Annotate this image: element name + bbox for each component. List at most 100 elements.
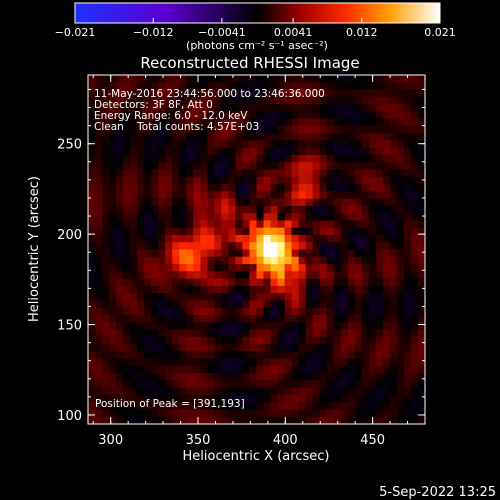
heatmap-cell [116, 191, 124, 200]
heatmap-cell [277, 373, 286, 381]
heatmap-cell [130, 227, 138, 236]
heatmap-cell [340, 351, 349, 360]
heatmap-cell [354, 162, 363, 171]
heatmap-cell [123, 140, 131, 149]
heatmap-cell [340, 285, 349, 294]
heatmap-cell [263, 373, 272, 381]
heatmap-cell [354, 278, 363, 287]
heatmap-cell [389, 96, 398, 105]
heatmap-cell [340, 191, 349, 200]
heatmap-cell [242, 169, 251, 178]
heatmap-cell [130, 89, 138, 98]
heatmap-cell [172, 191, 180, 200]
heatmap-cell [130, 191, 138, 200]
colorbar-tick-label: 0.012 [346, 26, 378, 39]
heatmap-cell [403, 300, 412, 309]
heatmap-cell [410, 329, 419, 338]
heatmap-cell [214, 300, 222, 309]
heatmap-cell [291, 329, 300, 338]
heatmap-cell [382, 133, 391, 142]
heatmap-cell [368, 358, 377, 367]
heatmap-cell [123, 169, 131, 178]
heatmap-cell [179, 205, 187, 214]
heatmap-cell [228, 336, 237, 345]
heatmap-cell [368, 118, 377, 127]
y-tick-label: 200 [57, 228, 82, 243]
heatmap-cell [305, 234, 314, 243]
heatmap-cell [312, 154, 321, 163]
heatmap-cell [214, 104, 222, 112]
heatmap-cell [116, 416, 124, 425]
heatmap-cell [319, 249, 328, 258]
heatmap-cell [235, 278, 244, 287]
heatmap-cell [158, 307, 166, 316]
heatmap-cell [319, 75, 328, 83]
heatmap-cell [340, 118, 349, 127]
heatmap-cell [242, 271, 251, 280]
heatmap-cell [242, 394, 251, 403]
heatmap-cell [249, 329, 258, 338]
heatmap-cell [382, 96, 391, 105]
heatmap-cell [207, 293, 215, 301]
heatmap-cell [298, 256, 307, 265]
heatmap-cell [256, 125, 265, 134]
heatmap-cell [165, 300, 173, 309]
heatmap-cell [144, 96, 152, 105]
heatmap-cell [249, 271, 258, 280]
heatmap-cell [151, 409, 159, 418]
heatmap-cell [417, 322, 426, 331]
heatmap-cell [102, 249, 110, 258]
heatmap-cell [95, 162, 103, 171]
heatmap-cell [263, 249, 272, 258]
heatmap-cell [235, 89, 244, 98]
heatmap-cell [354, 402, 363, 411]
heatmap-cell [249, 394, 258, 403]
heatmap-cell [137, 256, 145, 265]
heatmap-cell [389, 75, 398, 83]
heatmap-cell [221, 227, 230, 236]
heatmap-cell [340, 365, 349, 374]
heatmap-cell [151, 89, 159, 98]
heatmap-cell [256, 82, 265, 91]
heatmap-cell [228, 213, 237, 222]
heatmap-cell [410, 111, 419, 120]
heatmap-cell [116, 125, 124, 134]
heatmap-cell [403, 351, 412, 360]
heatmap-cell [347, 307, 356, 316]
heatmap-cell [396, 140, 405, 149]
heatmap-cell [242, 89, 251, 98]
heatmap-cell [403, 213, 412, 222]
heatmap-cell [305, 387, 314, 396]
heatmap-cell [368, 278, 377, 287]
heatmap-cell [249, 285, 258, 294]
heatmap-cell [95, 213, 103, 222]
heatmap-cell [165, 358, 173, 367]
heatmap-cell [242, 82, 251, 91]
heatmap-cell [312, 184, 321, 192]
heatmap-cell [172, 402, 180, 411]
heatmap-cell [130, 111, 138, 120]
heatmap-cell [305, 176, 314, 185]
heatmap-cell [151, 344, 159, 352]
heatmap-cell [165, 111, 173, 120]
heatmap-cell [221, 213, 230, 222]
heatmap-cell [319, 133, 328, 142]
heatmap-cell [137, 322, 145, 331]
heatmap-cell [123, 373, 131, 381]
heatmap-cell [179, 394, 187, 403]
heatmap-cell [382, 111, 391, 120]
heatmap-cell [200, 140, 208, 149]
heatmap-cell [165, 293, 173, 301]
heatmap-cell [88, 365, 96, 374]
heatmap-cell [263, 314, 272, 323]
heatmap-cell [417, 373, 426, 381]
heatmap-cell [137, 271, 145, 280]
heatmap-cell [375, 133, 384, 142]
heatmap-cell [312, 220, 321, 229]
heatmap-cell [368, 242, 377, 251]
heatmap-cell [130, 336, 138, 345]
heatmap-cell [347, 242, 356, 251]
heatmap-cell [130, 220, 138, 229]
heatmap-cell [298, 373, 307, 381]
heatmap-cell [137, 104, 145, 112]
